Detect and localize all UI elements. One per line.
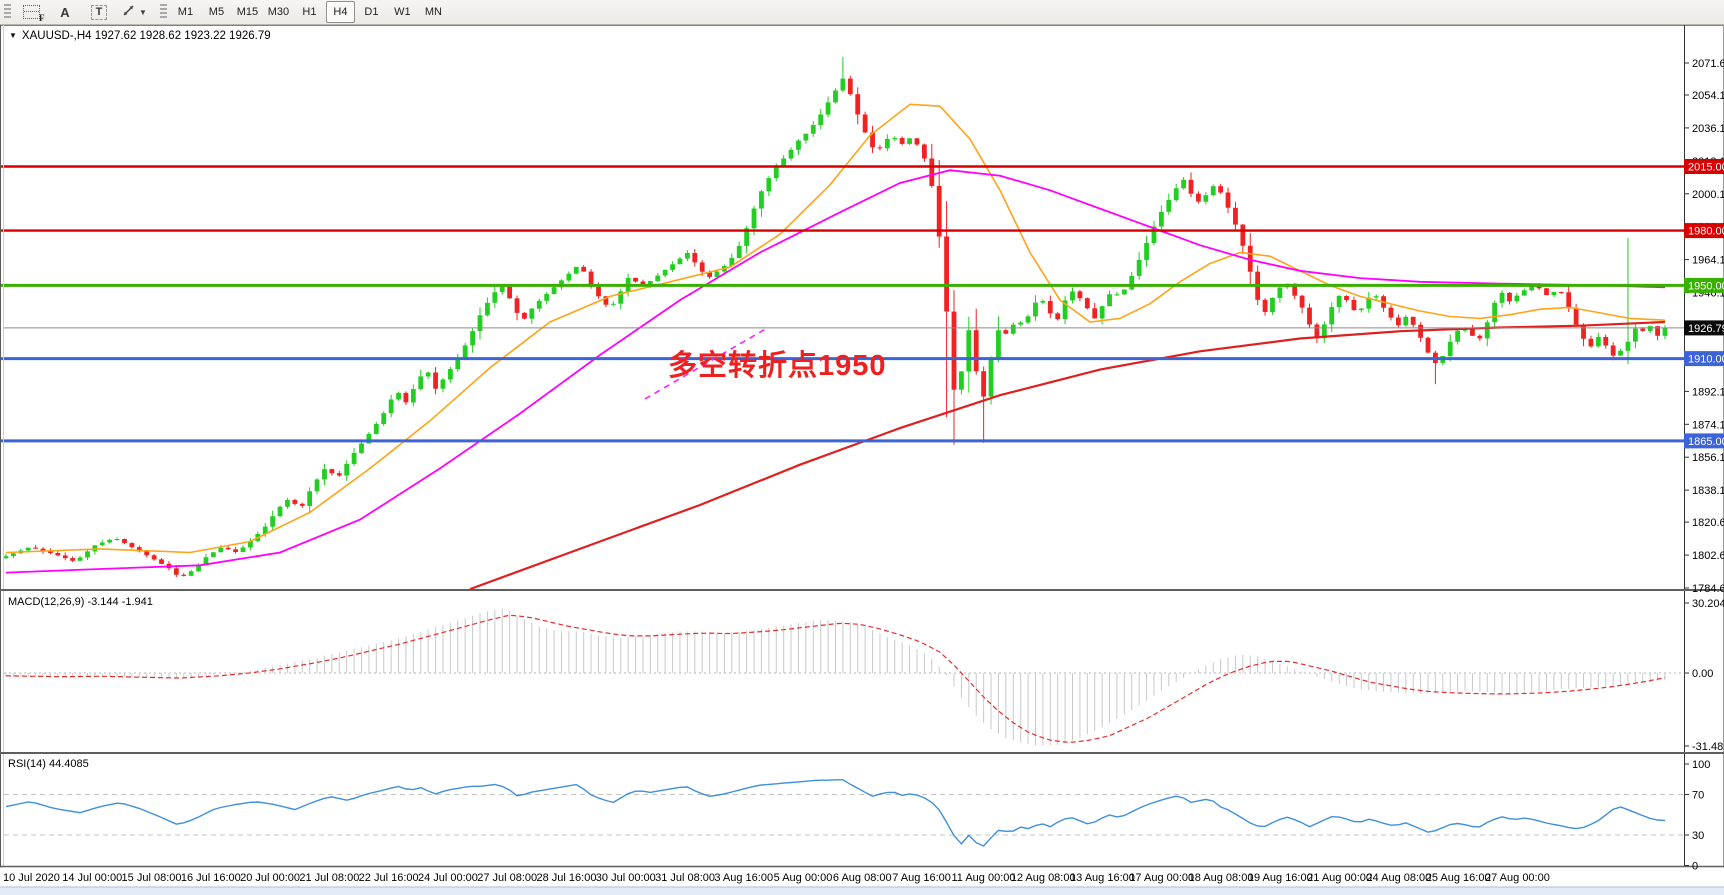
price-badge-1950.00[interactable]: 1950.00 bbox=[1684, 277, 1724, 293]
price-tick-label: 1784.60 bbox=[1692, 583, 1724, 595]
price-tick-label: 2071.60 bbox=[1692, 58, 1724, 70]
svg-text:1980.00: 1980.00 bbox=[1688, 226, 1724, 238]
macd-signal-line bbox=[5, 614, 1666, 743]
svg-text:1910.00: 1910.00 bbox=[1688, 354, 1724, 366]
time-axis-label: 18 Aug 08:00 bbox=[1189, 872, 1254, 884]
time-axis-label: 5 Aug 00:00 bbox=[774, 872, 833, 884]
svg-text:1950.00: 1950.00 bbox=[1688, 280, 1724, 292]
timeframe-h4-button[interactable]: H4 bbox=[325, 1, 355, 23]
time-axis-label: 16 Jul 16:00 bbox=[181, 872, 241, 884]
dropdown-caret-icon: ▼ bbox=[139, 7, 147, 17]
timeframe-mn-button[interactable]: MN bbox=[424, 6, 442, 18]
time-axis-label: 28 Jul 16:00 bbox=[537, 872, 597, 884]
time-axis-label: 11 Aug 00:00 bbox=[951, 872, 1015, 884]
time-axis-label: 24 Aug 08:00 bbox=[1366, 872, 1431, 884]
chart-title: ▼ XAUUSD-,H4 1927.62 1928.62 1923.22 1926… bbox=[9, 30, 271, 42]
macd-axis-label: 0.00 bbox=[1692, 668, 1713, 680]
main-toolbar: F A T ▼ M1 M5 M15 M30 H1 H4 D1 W1 MN bbox=[0, 0, 1724, 25]
time-axis-label: 21 Aug 00:00 bbox=[1307, 872, 1372, 884]
chart-title-text: XAUUSD-,H4 1927.62 1928.62 1923.22 1926.… bbox=[21, 30, 271, 42]
price-axis[interactable]: 2071.602054.102036.102018.102000.101982.… bbox=[1684, 58, 1724, 873]
svg-text:2015.00: 2015.00 bbox=[1688, 162, 1724, 174]
time-axis-label: 13 Aug 16:00 bbox=[1070, 872, 1135, 884]
time-axis-label: 20 Jul 00:00 bbox=[240, 872, 300, 884]
grid-f-tool-button[interactable]: F bbox=[15, 2, 47, 23]
label-a-icon: A bbox=[60, 4, 70, 20]
time-axis-label: 12 Aug 08:00 bbox=[1011, 872, 1076, 884]
macd-indicator-label: MACD(12,26,9) -3.144 -1.941 bbox=[8, 596, 153, 608]
time-axis-label: 30 Jul 00:00 bbox=[596, 872, 656, 884]
price-tick-label: 2054.10 bbox=[1692, 90, 1724, 102]
time-axis-label: 6 Aug 08:00 bbox=[833, 872, 892, 884]
timeframe-m30-button[interactable]: M30 bbox=[267, 6, 290, 18]
time-axis-label: 17 Aug 00:00 bbox=[1129, 872, 1194, 884]
time-axis-label: 3 Aug 16:00 bbox=[714, 872, 773, 884]
time-axis-label: 25 Aug 16:00 bbox=[1426, 872, 1491, 884]
price-tick-label: 2036.10 bbox=[1692, 123, 1724, 135]
time-axis-label: 10 Jul 2020 bbox=[3, 872, 60, 884]
time-axis-label: 27 Jul 08:00 bbox=[477, 872, 537, 884]
trendline[interactable] bbox=[644, 328, 766, 400]
ma-fast-orange bbox=[5, 103, 1666, 554]
chart-annotation-text[interactable]: 多空转折点1950 bbox=[668, 350, 887, 382]
price-tick-label: 1856.10 bbox=[1692, 452, 1724, 464]
price-tick-label: 2000.10 bbox=[1692, 189, 1724, 201]
rsi-indicator-label: RSI(14) 44.4085 bbox=[8, 758, 89, 770]
timeframe-m1-button[interactable]: M1 bbox=[177, 6, 194, 18]
price-badge-1910.00[interactable]: 1910.00 bbox=[1684, 351, 1724, 367]
time-axis-label: 15 Jul 08:00 bbox=[122, 872, 182, 884]
price-tick-label: 1820.60 bbox=[1692, 517, 1724, 529]
diagonal-arrows-icon bbox=[121, 4, 136, 21]
grid-f-icon: F bbox=[22, 5, 45, 23]
toolbar-separator-grip bbox=[159, 4, 167, 20]
rsi-axis-label: 70 bbox=[1692, 790, 1704, 802]
time-axis-label: 22 Jul 16:00 bbox=[359, 872, 419, 884]
time-axis-label: 19 Aug 16:00 bbox=[1248, 872, 1313, 884]
price-tick-label: 1964.10 bbox=[1692, 255, 1724, 267]
ma-slow-red bbox=[469, 320, 1666, 591]
ma-mid-magenta bbox=[5, 169, 1666, 574]
price-badge-2015.00[interactable]: 2015.00 bbox=[1684, 159, 1724, 174]
rsi-line bbox=[5, 779, 1666, 847]
price-tick-label: 1802.60 bbox=[1692, 550, 1724, 562]
timeframe-h1-button[interactable]: H1 bbox=[302, 6, 317, 18]
rsi-axis-label: 100 bbox=[1692, 759, 1710, 771]
macd-axis-label: -31.482 bbox=[1692, 741, 1724, 753]
timeframe-d1-button[interactable]: D1 bbox=[364, 6, 379, 18]
price-tick-label: 1838.10 bbox=[1692, 485, 1724, 497]
svg-text:1926.79: 1926.79 bbox=[1688, 323, 1724, 335]
text-t-icon: T bbox=[90, 4, 108, 20]
price-badge-1980.00[interactable]: 1980.00 bbox=[1684, 223, 1724, 239]
time-axis-label: 31 Jul 08:00 bbox=[655, 872, 715, 884]
timeframe-m15-button[interactable]: M15 bbox=[236, 6, 259, 18]
macd-axis-label: 30.204 bbox=[1692, 598, 1724, 610]
time-axis-label: 21 Jul 08:00 bbox=[299, 872, 359, 884]
time-axis[interactable]: 10 Jul 2020 14 Jul 00:00 15 Jul 08:00 16 Ju… bbox=[3, 872, 1550, 884]
svg-text:1865.00: 1865.00 bbox=[1688, 436, 1724, 448]
candlestick-series bbox=[3, 56, 1668, 578]
time-axis-label: 24 Jul 00:00 bbox=[418, 872, 478, 884]
time-axis-label: 27 Aug 00:00 bbox=[1485, 872, 1550, 884]
macd-histogram bbox=[5, 608, 1666, 746]
price-tick-label: 1874.10 bbox=[1692, 419, 1724, 431]
price-badge-1865.00[interactable]: 1865.00 bbox=[1684, 433, 1724, 449]
timeframe-m5-button[interactable]: M5 bbox=[208, 6, 225, 18]
toolbar-grip[interactable] bbox=[4, 4, 11, 20]
price-tick-label: 1892.10 bbox=[1692, 386, 1724, 398]
rsi-axis-label: 30 bbox=[1692, 830, 1704, 842]
label-tool-button[interactable]: A bbox=[49, 2, 81, 22]
time-axis-label: 7 Aug 16:00 bbox=[892, 872, 951, 884]
timeframe-w1-button[interactable]: W1 bbox=[394, 6, 411, 18]
text-tool-button[interactable]: T bbox=[83, 2, 115, 22]
time-axis-label: 14 Jul 00:00 bbox=[62, 872, 122, 884]
symbol-dropdown-icon[interactable]: ▼ bbox=[9, 31, 17, 40]
current-price-badge: 1926.79 bbox=[1684, 320, 1724, 336]
cursor-tool-button[interactable]: ▼ bbox=[117, 2, 151, 22]
rsi-axis-label: 0 bbox=[1692, 861, 1698, 873]
